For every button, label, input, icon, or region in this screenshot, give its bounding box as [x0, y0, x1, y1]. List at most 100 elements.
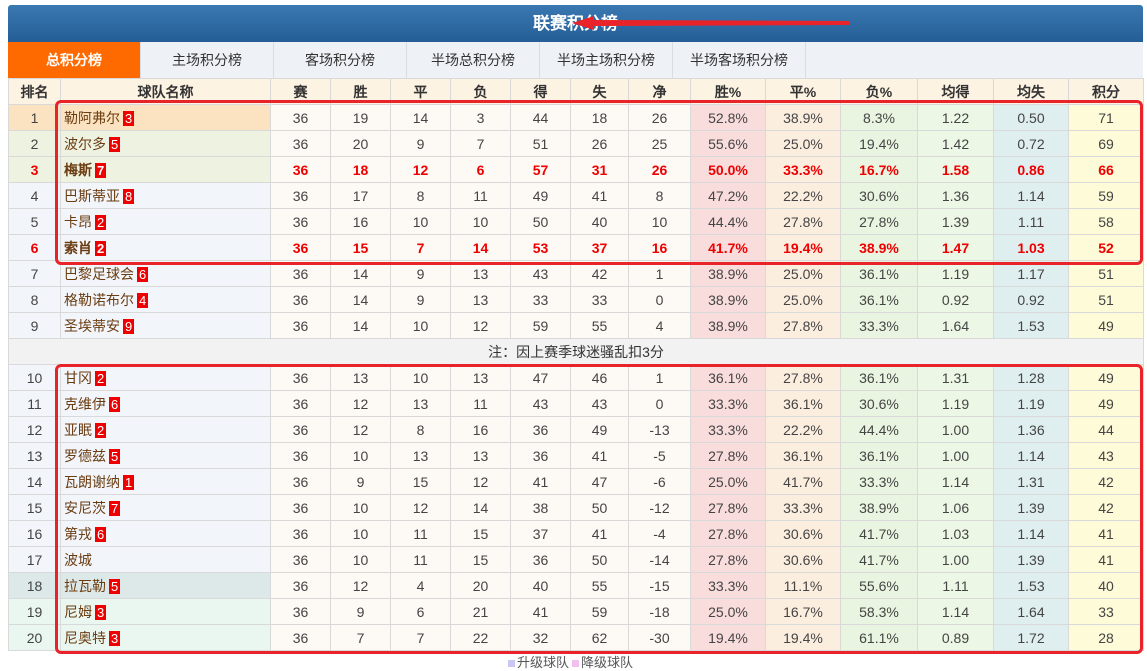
column-header[interactable]: 负%	[840, 78, 918, 105]
team-name-cell[interactable]: 巴斯蒂亚 8	[60, 182, 271, 209]
stat-cell: 1.36	[993, 416, 1069, 443]
stat-cell: 36	[270, 468, 331, 495]
column-header[interactable]: 积分	[1068, 78, 1144, 105]
rank-cell: 6	[8, 234, 61, 261]
team-name-cell[interactable]: 克维伊 6	[60, 390, 271, 417]
team-name[interactable]: 卡昂	[64, 213, 92, 230]
stat-cell: -14	[628, 546, 691, 573]
stat-cell: 41	[570, 442, 629, 469]
team-name-cell[interactable]: 波尔多 5	[60, 130, 271, 157]
stat-cell: 44.4%	[840, 416, 918, 443]
table-row: 5 卡昂 2 36 16 10 10 50 40 10 44.4% 27.8% 27.8% 1.39 1.1…	[8, 208, 1144, 235]
team-name[interactable]: 格勒诺布尔	[64, 291, 134, 308]
team-name[interactable]: 第戎	[64, 525, 92, 542]
stat-cell: 19.4%	[765, 234, 841, 261]
team-name[interactable]: 尼奥特	[64, 629, 106, 646]
stat-cell: 1.39	[993, 546, 1069, 573]
stat-cell: 1.03	[993, 234, 1069, 261]
stat-cell: 36	[270, 182, 331, 209]
team-name-cell[interactable]: 波城	[60, 546, 271, 573]
stat-cell: 11	[450, 390, 511, 417]
team-name-cell[interactable]: 安尼茨 7	[60, 494, 271, 521]
tab-2[interactable]: 客场积分榜	[274, 42, 407, 78]
team-name-cell[interactable]: 卡昂 2	[60, 208, 271, 235]
stat-cell: 9	[390, 130, 451, 157]
column-header[interactable]: 排名	[8, 78, 61, 105]
team-name[interactable]: 索肖	[64, 239, 92, 256]
stat-cell: 36	[510, 546, 571, 573]
stat-cell: 36	[270, 598, 331, 625]
column-header[interactable]: 均得	[917, 78, 994, 105]
tab-4[interactable]: 半场主场积分榜	[540, 42, 673, 78]
column-header[interactable]: 得	[510, 78, 571, 105]
table-row: 2 波尔多 5 36 20 9 7 51 26 25 55.6% 25.0% 19.4% 1.42 0.72…	[8, 130, 1144, 157]
stat-cell: 19.4%	[840, 130, 918, 157]
team-name-cell[interactable]: 罗德兹 5	[60, 442, 271, 469]
column-header[interactable]: 均失	[993, 78, 1069, 105]
team-name[interactable]: 勒阿弗尔	[64, 109, 120, 126]
stat-cell: 20	[450, 572, 511, 599]
stat-cell: 13	[450, 364, 511, 391]
stat-cell: 33	[510, 286, 571, 313]
team-name-cell[interactable]: 拉瓦勒 5	[60, 572, 271, 599]
stat-cell: 12	[450, 468, 511, 495]
column-header[interactable]: 胜%	[690, 78, 766, 105]
team-name-cell[interactable]: 第戎 6	[60, 520, 271, 547]
team-name[interactable]: 克维伊	[64, 395, 106, 412]
stat-cell: 38.9%	[690, 286, 766, 313]
team-name[interactable]: 波尔多	[64, 135, 106, 152]
stat-cell: 10	[450, 208, 511, 235]
team-name[interactable]: 亚眠	[64, 421, 92, 438]
column-header[interactable]: 球队名称	[60, 78, 271, 105]
stat-cell: 33.3%	[840, 312, 918, 339]
stat-cell: 41.7%	[840, 546, 918, 573]
stat-cell: 41.7%	[765, 468, 841, 495]
team-name[interactable]: 巴黎足球会	[64, 265, 134, 282]
team-name-cell[interactable]: 圣埃蒂安 9	[60, 312, 271, 339]
team-name-cell[interactable]: 尼姆 3	[60, 598, 271, 625]
team-name[interactable]: 瓦朗谢纳	[64, 473, 120, 490]
stat-cell: 1.31	[993, 468, 1069, 495]
stat-cell: 37	[510, 520, 571, 547]
team-name[interactable]: 拉瓦勒	[64, 577, 106, 594]
column-header[interactable]: 平	[390, 78, 451, 105]
column-header[interactable]: 失	[570, 78, 629, 105]
table-row: 9 圣埃蒂安 9 36 14 10 12 59 55 4 38.9% 27.8% 33.3% 1.64 1.…	[8, 312, 1144, 339]
stat-cell: 10	[330, 546, 391, 573]
team-name[interactable]: 安尼茨	[64, 499, 106, 516]
stat-cell: 71	[1068, 104, 1144, 131]
tab-5[interactable]: 半场客场积分榜	[673, 42, 806, 78]
tab-3[interactable]: 半场总积分榜	[407, 42, 540, 78]
team-name-cell[interactable]: 瓦朗谢纳 1	[60, 468, 271, 495]
team-name-cell[interactable]: 梅斯 7	[60, 156, 271, 183]
team-name-cell[interactable]: 尼奥特 3	[60, 624, 271, 651]
team-name-cell[interactable]: 巴黎足球会 6	[60, 260, 271, 287]
team-name-cell[interactable]: 格勒诺布尔 4	[60, 286, 271, 313]
stat-cell: 16.7%	[765, 598, 841, 625]
rank-cell: 17	[8, 546, 61, 573]
stat-cell: 36.1%	[690, 364, 766, 391]
rank-cell: 1	[8, 104, 61, 131]
team-name[interactable]: 甘冈	[64, 369, 92, 386]
stat-cell: 27.8%	[690, 494, 766, 521]
column-header[interactable]: 负	[450, 78, 511, 105]
column-header[interactable]: 赛	[270, 78, 331, 105]
column-header[interactable]: 净	[628, 78, 691, 105]
team-name[interactable]: 圣埃蒂安	[64, 317, 120, 334]
stat-cell: 55.6%	[840, 572, 918, 599]
column-header[interactable]: 平%	[765, 78, 841, 105]
team-name[interactable]: 波城	[64, 551, 92, 568]
tab-0[interactable]: 总积分榜	[8, 42, 141, 78]
team-name[interactable]: 罗德兹	[64, 447, 106, 464]
red-card-badge: 7	[109, 500, 121, 516]
red-card-badge: 5	[109, 136, 121, 152]
column-header[interactable]: 胜	[330, 78, 391, 105]
tab-1[interactable]: 主场积分榜	[141, 42, 274, 78]
team-name[interactable]: 尼姆	[64, 603, 92, 620]
team-name-cell[interactable]: 索肖 2	[60, 234, 271, 261]
team-name-cell[interactable]: 甘冈 2	[60, 364, 271, 391]
team-name-cell[interactable]: 亚眠 2	[60, 416, 271, 443]
team-name[interactable]: 巴斯蒂亚	[64, 187, 120, 204]
team-name[interactable]: 梅斯	[64, 161, 92, 178]
team-name-cell[interactable]: 勒阿弗尔 3	[60, 104, 271, 131]
